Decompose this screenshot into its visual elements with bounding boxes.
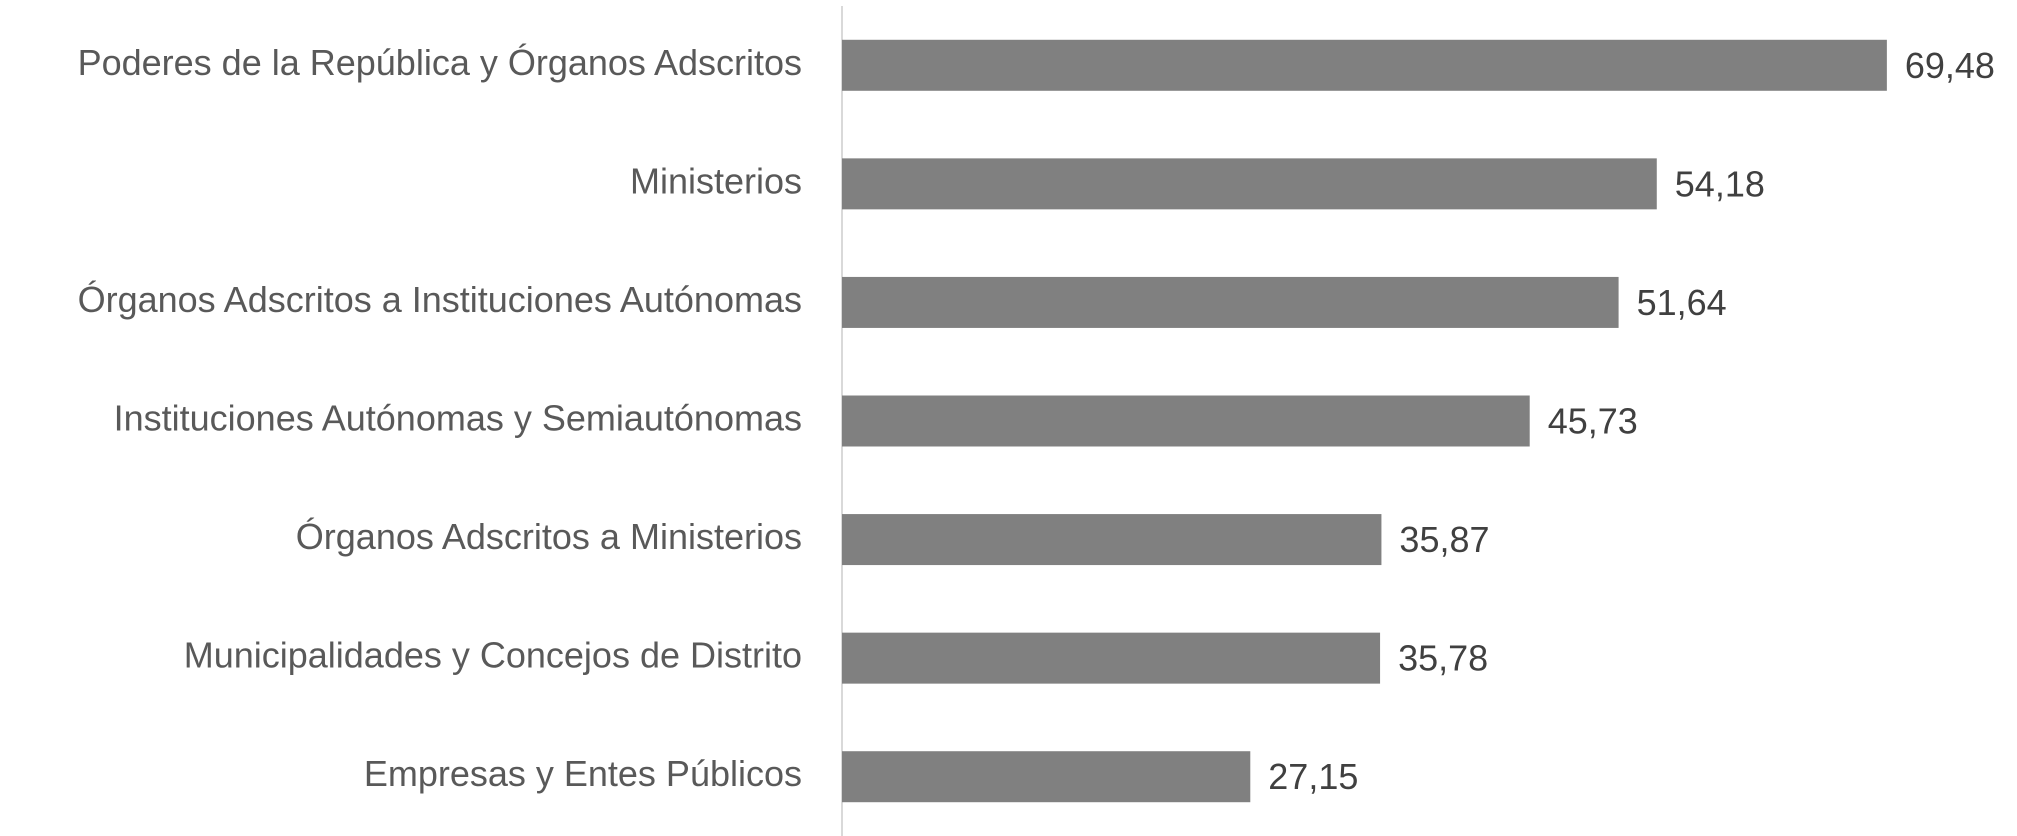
value-label: 69,48 [1905, 45, 1995, 86]
bar [842, 632, 1381, 684]
category-label: Ministerios [630, 160, 802, 201]
category-label: Órganos Adscritos a Ministerios [296, 516, 802, 557]
category-label: Poderes de la República y Órganos Adscri… [78, 42, 802, 83]
category-label: Órganos Adscritos a Instituciones Autóno… [78, 279, 802, 320]
value-label: 54,18 [1675, 163, 1765, 204]
bar [842, 395, 1530, 447]
value-label: 35,78 [1398, 638, 1488, 679]
bar [842, 276, 1619, 328]
bar [842, 158, 1657, 210]
category-label: Empresas y Entes Públicos [364, 753, 802, 794]
category-label: Municipalidades y Concejos de Distrito [184, 635, 802, 676]
value-label: 45,73 [1548, 401, 1638, 442]
category-label: Instituciones Autónomas y Semiautónomas [114, 398, 802, 439]
bar [842, 514, 1382, 566]
bar [842, 39, 1887, 91]
value-label: 35,87 [1399, 519, 1489, 560]
value-label: 51,64 [1637, 282, 1727, 323]
value-label: 27,15 [1268, 756, 1358, 797]
bar [842, 751, 1251, 803]
